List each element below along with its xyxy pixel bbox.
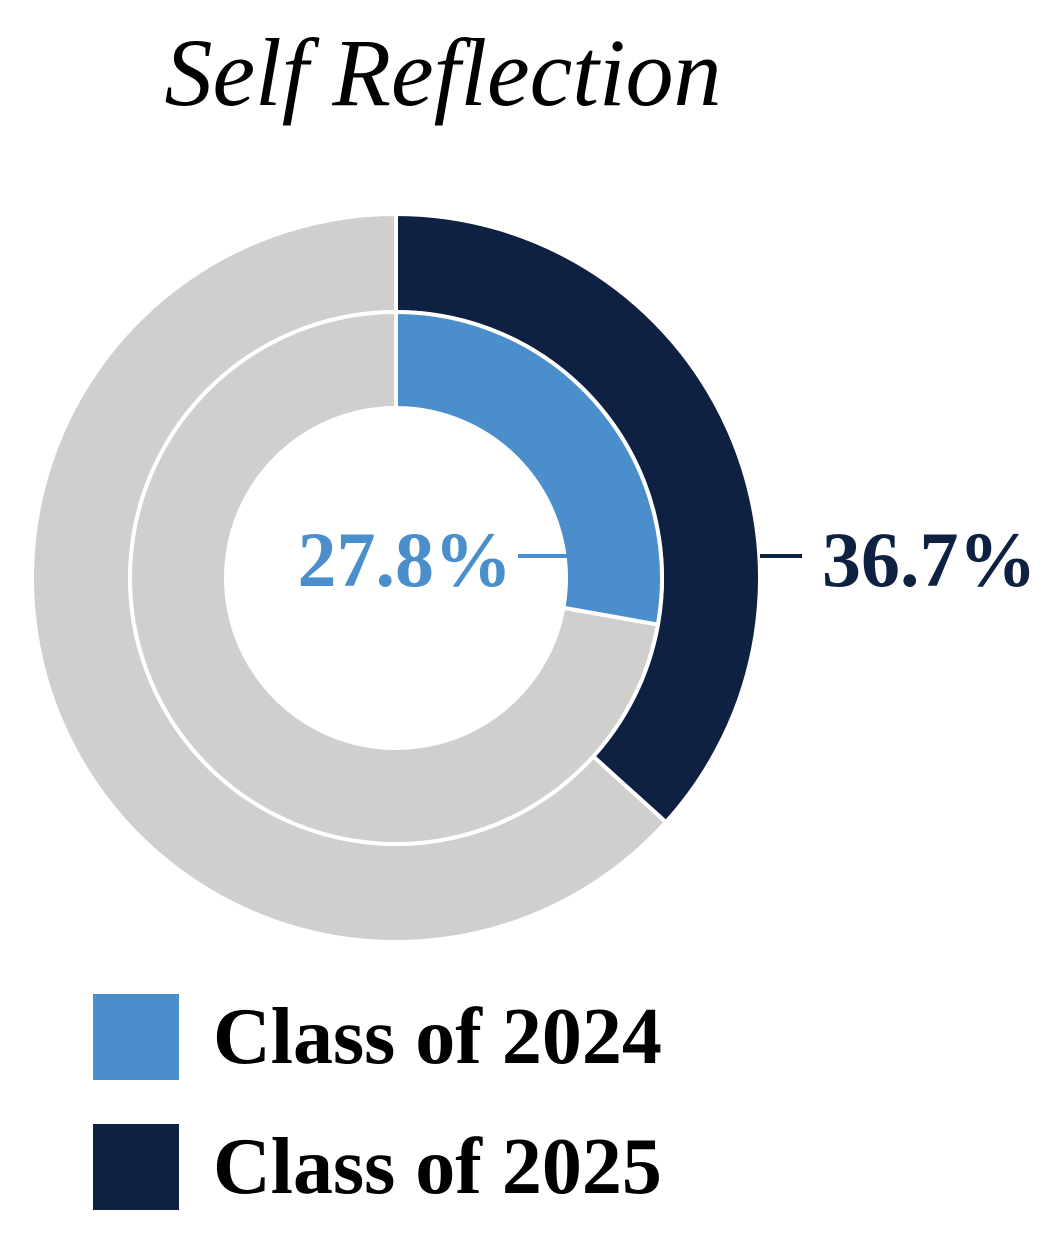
legend-item-class-of-2024: Class of 2024 bbox=[93, 994, 662, 1080]
donut-rings bbox=[30, 211, 762, 944]
data-label-class-of-2025: 36.7% bbox=[822, 516, 1037, 603]
slice-class-of-2024 bbox=[394, 309, 664, 627]
nested-donut-chart: 27.8% 36.7% bbox=[30, 211, 1037, 944]
value-labels: 27.8% 36.7% bbox=[298, 516, 1037, 603]
legend-label-class-of-2024: Class of 2024 bbox=[213, 993, 662, 1081]
data-label-class-of-2024: 27.8% bbox=[298, 516, 513, 603]
legend-swatch-class-of-2025 bbox=[93, 1124, 179, 1210]
legend-label-class-of-2025: Class of 2025 bbox=[213, 1123, 662, 1211]
legend-swatch-class-of-2024 bbox=[93, 994, 179, 1080]
chart-title: Self Reflection bbox=[164, 19, 722, 126]
legend: Class of 2024 Class of 2025 bbox=[93, 994, 662, 1254]
slice-remainder-class-of-2024 bbox=[128, 309, 661, 846]
legend-item-class-of-2025: Class of 2025 bbox=[93, 1124, 662, 1210]
